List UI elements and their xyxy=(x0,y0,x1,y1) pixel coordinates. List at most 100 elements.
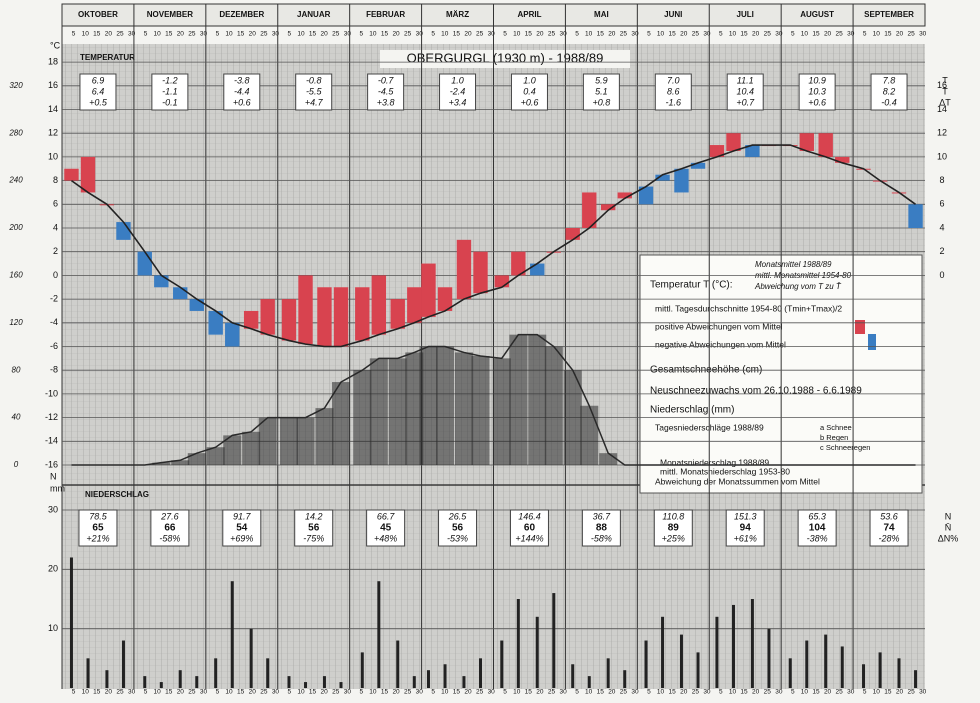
precip-tick-label: 10 xyxy=(48,623,58,633)
snow-bar xyxy=(528,334,547,465)
day-tick-label: 30 xyxy=(128,689,136,696)
day-tick-label: 20 xyxy=(608,689,616,696)
y-tick-label-right: 16 xyxy=(937,80,947,90)
day-tick-label: 10 xyxy=(153,689,161,696)
temp-deviation-bar xyxy=(726,133,741,151)
day-tick-label: 25 xyxy=(404,31,412,38)
day-tick-label: 25 xyxy=(907,31,915,38)
temp-normal: -4.5 xyxy=(378,86,395,96)
precip-sum: 151.3 xyxy=(734,511,757,521)
day-tick-label: 25 xyxy=(116,689,124,696)
day-tick-label: 25 xyxy=(260,31,268,38)
temp-deviation: -1.6 xyxy=(666,97,682,107)
snow-tick-label: 280 xyxy=(8,128,23,137)
precip-normal: 88 xyxy=(596,523,608,534)
precip-deviation: +25% xyxy=(662,533,685,543)
temp-normal: -4.4 xyxy=(234,86,250,96)
precip-deviation: +21% xyxy=(86,533,109,543)
temp-deviation-bar xyxy=(173,287,188,300)
day-tick-label: 5 xyxy=(647,689,651,696)
legend-text: negative Abweichungen vom Mittel xyxy=(655,339,786,349)
snow-bar xyxy=(405,352,424,465)
y-tick-label: -10 xyxy=(45,388,58,398)
snow-bar xyxy=(563,370,582,465)
temp-normal: -2.4 xyxy=(450,86,466,96)
temp-box xyxy=(654,73,692,111)
day-tick-label: 5 xyxy=(431,31,435,38)
y-tick-label: -4 xyxy=(50,317,58,327)
snow-bar xyxy=(544,346,563,465)
precip-box xyxy=(150,509,190,547)
precip-sum: 91.7 xyxy=(233,511,252,521)
day-tick-label: 25 xyxy=(188,31,196,38)
snow-bar xyxy=(242,431,261,465)
day-tick-label: 30 xyxy=(631,689,639,696)
precip-bar xyxy=(360,652,364,688)
day-tick-label: 10 xyxy=(82,689,90,696)
precip-deviation: -38% xyxy=(807,533,828,543)
temp-normal: 10.3 xyxy=(808,86,826,96)
day-tick-label: 25 xyxy=(476,689,484,696)
day-tick-label: 10 xyxy=(513,689,521,696)
temp-deviation-bar xyxy=(674,168,689,193)
day-tick-label: 15 xyxy=(93,31,101,38)
temp-deviation-bar xyxy=(530,263,545,276)
day-tick-label: 15 xyxy=(812,31,820,38)
snow-bar xyxy=(436,346,455,465)
temp-mean: 7.8 xyxy=(883,75,896,85)
temp-normal: 0.4 xyxy=(523,86,536,96)
precip-bar xyxy=(750,599,754,688)
temp-deviation-bar xyxy=(565,228,580,240)
month-label: OKTOBER xyxy=(78,10,118,19)
snow-tick-label: 240 xyxy=(8,176,23,185)
temp-deviation: -0.1 xyxy=(162,97,178,107)
legend-text: mittl. Monatsniederschlag 1953-80 xyxy=(660,466,790,476)
day-tick-label: 5 xyxy=(863,31,867,38)
day-tick-label: 30 xyxy=(559,689,567,696)
precip-bar xyxy=(606,658,610,688)
temp-mean: 6.9 xyxy=(92,75,105,85)
day-tick-label: 5 xyxy=(359,31,363,38)
snow-tick-label: 80 xyxy=(12,365,21,374)
precip-box xyxy=(869,509,909,547)
day-tick-label: 15 xyxy=(740,31,748,38)
day-tick-label: 30 xyxy=(847,31,855,38)
precip-bar xyxy=(824,634,828,688)
title-background xyxy=(380,50,630,68)
temp-deviation-bar xyxy=(333,287,349,347)
day-tick-label: 5 xyxy=(575,689,579,696)
day-tick-label: 10 xyxy=(82,31,90,38)
snow-bar xyxy=(509,334,528,465)
temp-deviation-bar xyxy=(317,287,332,347)
legend-text: Abweichung vom T zu T̄ xyxy=(754,282,842,291)
temp-deviation-bar xyxy=(582,192,597,228)
day-tick-label: 5 xyxy=(791,31,795,38)
precip-bar xyxy=(443,664,447,688)
temp-deviation: +3.8 xyxy=(377,97,395,107)
month-label: JULI xyxy=(737,10,754,19)
day-tick-label: 15 xyxy=(453,689,461,696)
precip-bar xyxy=(287,676,291,688)
temp-normal: 6.4 xyxy=(92,86,105,96)
day-tick-label: 20 xyxy=(608,31,616,38)
temp-deviation: +0.6 xyxy=(521,97,539,107)
day-tick-label: 20 xyxy=(177,689,185,696)
day-tick-label: 5 xyxy=(863,689,867,696)
day-tick-label: 10 xyxy=(225,31,233,38)
day-tick-label: 5 xyxy=(719,689,723,696)
legend-swatch-positive xyxy=(855,320,865,334)
temp-deviation-bar xyxy=(799,133,814,151)
precip-bar xyxy=(679,634,683,688)
day-tick-label: 10 xyxy=(369,689,377,696)
month-label: AUGUST xyxy=(800,10,834,19)
day-tick-label: 20 xyxy=(896,689,904,696)
precip-sum: 14.2 xyxy=(305,511,323,521)
precip-bar xyxy=(767,628,771,688)
day-tick-label: 30 xyxy=(272,689,280,696)
precip-bar xyxy=(535,616,539,688)
day-tick-label: 10 xyxy=(441,689,449,696)
temp-normal: 8.2 xyxy=(883,86,896,96)
precip-deviation: -28% xyxy=(879,533,900,543)
temp-deviation-bar xyxy=(243,310,259,329)
day-tick-label: 10 xyxy=(585,31,593,38)
